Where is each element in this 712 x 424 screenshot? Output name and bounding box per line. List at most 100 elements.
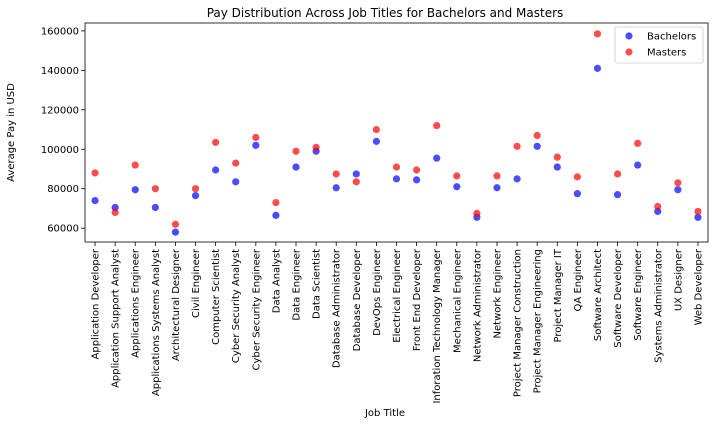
bachelors-point [593,64,602,72]
x-tick-label: Application Developer [91,248,102,359]
x-tick-label: Software Architect [593,249,604,341]
y-tick-label: 100000 [41,145,79,156]
masters-point [232,159,240,167]
x-tick-label: Architectural Designer [171,248,182,361]
bachelors-point [332,184,340,192]
x-tick-label: Civil Engineer [191,248,202,318]
bachelors-point [292,163,300,171]
bachelors-point [412,176,421,184]
masters-point [272,198,280,207]
y-axis-title: Average Pay in USD [6,83,17,182]
bachelors-point [212,166,220,174]
legend-label-bachelors: Bachelors [647,32,696,43]
bachelors-point [453,183,461,191]
x-tick-label: Cyber Security Engineer [251,248,262,370]
masters-point [191,185,200,193]
masters-point [694,207,702,216]
bachelors-point [634,161,642,169]
masters-point [312,143,320,151]
x-tick-label: Database Administrator [332,248,343,368]
bachelors-point [513,175,521,183]
x-tick-label: Front End Developer [412,248,423,351]
series-bachelors [91,64,702,236]
masters-point [513,142,521,150]
bachelors-point [91,196,99,205]
x-tick-label: Web Developer [693,248,704,325]
x-tick-label: Database Developer [352,248,363,351]
masters-point [352,178,360,186]
masters-point [332,170,340,178]
x-tick-label: Computer Scientist [211,249,222,345]
bachelors-point [171,228,180,236]
masters-point [654,202,662,211]
masters-point [412,166,421,174]
y-tick-label: 80000 [47,184,79,195]
masters-point [613,170,622,178]
chart-title: Pay Distribution Across Job Titles for B… [207,6,564,20]
masters-point [593,30,602,38]
x-tick-label: Cyber Security Analyst [231,249,242,363]
bachelors-point [111,203,119,212]
plot-frame [84,22,709,243]
bachelors-point [433,154,441,162]
masters-point [674,179,682,187]
x-tick-label: Project Manager Construction [513,249,524,397]
x-tick-label: UX Designer [673,248,684,311]
masters-point [553,153,561,161]
bachelors-point [252,141,260,149]
x-tick-label: Network Administrator [472,248,483,362]
x-tick-label: Applications Engineer [131,248,142,358]
x-tick-label: Electrical Engineer [392,248,403,343]
x-tick-label: Inforation Technology Manager [432,248,443,403]
bachelors-point [372,137,381,145]
legend-marker-masters [625,48,633,56]
bachelors-point [191,192,200,200]
legend: Bachelors Masters [614,26,704,64]
masters-point [433,121,441,130]
bachelors-point [613,191,622,199]
masters-point [453,172,461,180]
x-tick-label: Data Scientist [312,249,323,319]
x-axis: Application Developer Application Support… [91,242,704,404]
plot-area [91,30,702,236]
masters-point [131,161,139,169]
x-tick-label: Data Analyst [271,249,282,313]
x-tick-label: Network Engineer [492,248,503,338]
x-tick-label: Project Manager Engineering [533,249,544,393]
bachelors-point [352,170,360,178]
x-tick-label: Software Engineer [633,248,644,341]
masters-point [212,138,220,146]
x-tick-label: Software Developer [613,248,624,348]
masters-point [91,169,99,177]
legend-box [614,26,704,64]
x-tick-label: Applications Systems Analyst [151,249,162,396]
y-tick-label: 60000 [47,224,79,235]
bachelors-point [553,163,561,171]
series-masters [91,30,702,228]
y-axis: 60000 80000 100000 120000 140000 160000 [41,26,85,235]
masters-point [634,139,642,147]
x-tick-label: QA Engineer [573,248,584,311]
masters-point [151,185,159,193]
masters-point [493,172,501,180]
masters-point [573,173,581,181]
bachelors-point [573,190,581,198]
y-tick-label: 120000 [41,105,79,116]
bachelors-point [674,186,682,194]
bachelors-point [151,203,159,212]
bachelors-point [493,184,501,192]
masters-point [292,147,300,155]
x-tick-label: Data Engineer [292,248,303,320]
y-tick-label: 160000 [41,26,79,37]
bachelors-point [694,213,702,221]
bachelors-point [533,142,541,150]
bachelors-point [654,207,662,216]
bachelors-point [232,178,240,186]
x-tick-label: Mechanical Engineer [452,248,463,353]
masters-point [252,133,260,142]
legend-marker-bachelors [625,32,633,40]
x-tick-label: Systems Administrator [653,248,664,363]
x-tick-label: DevOps Engineer [372,248,383,336]
masters-point [392,163,401,171]
